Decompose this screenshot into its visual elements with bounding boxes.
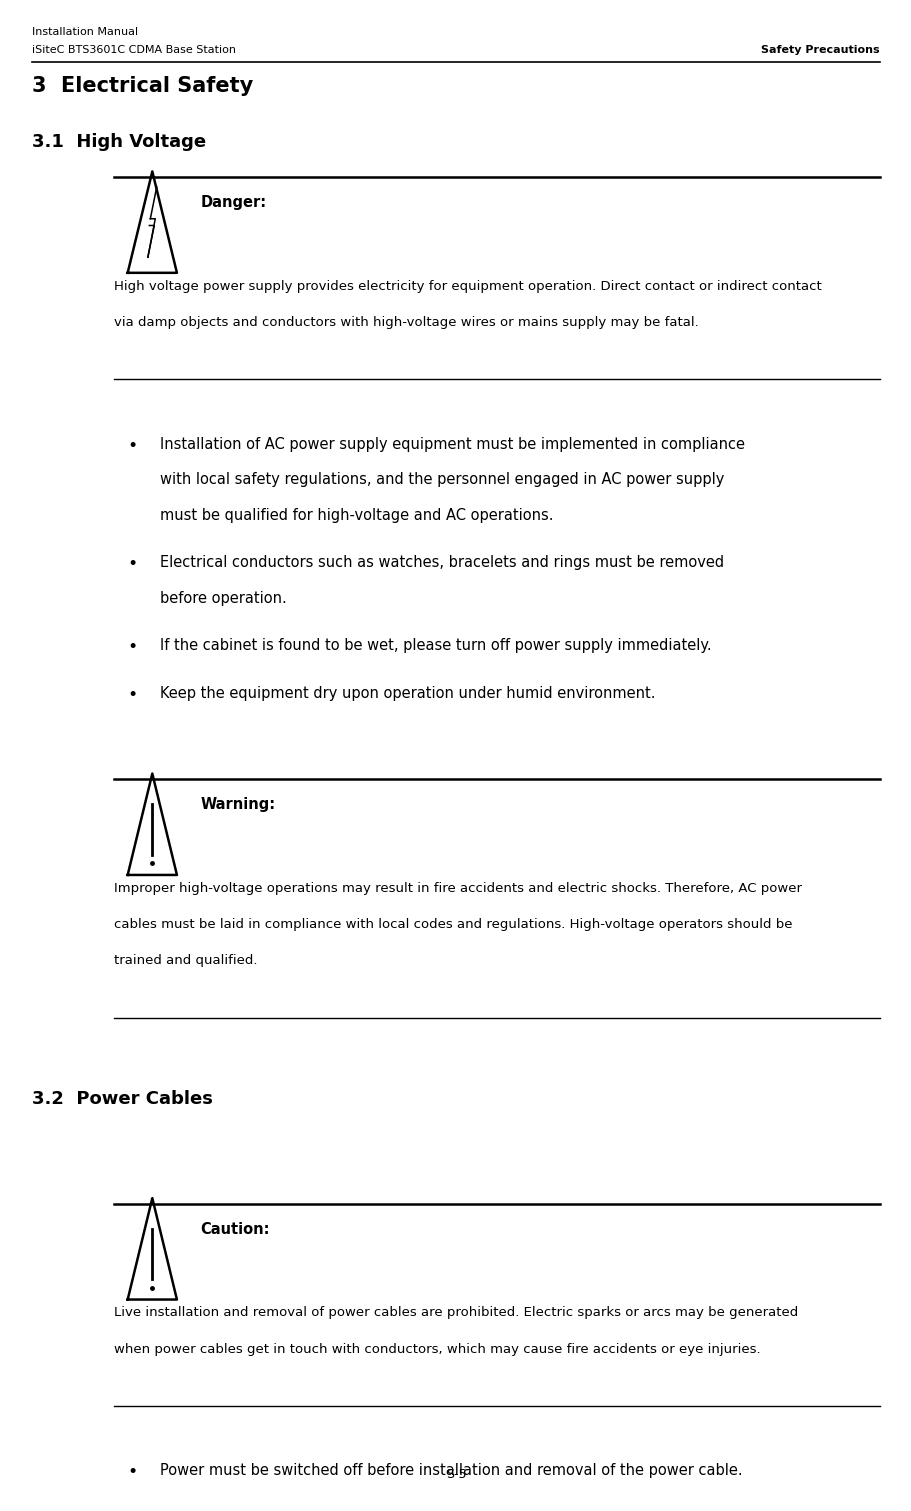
Text: Danger:: Danger:: [200, 195, 267, 210]
Text: Safety Precautions: Safety Precautions: [761, 45, 879, 56]
Text: Installation of AC power supply equipment must be implemented in compliance: Installation of AC power supply equipmen…: [159, 437, 743, 452]
Text: •: •: [127, 639, 138, 656]
Text: 3.2  Power Cables: 3.2 Power Cables: [32, 1091, 212, 1108]
Text: •: •: [127, 437, 138, 455]
Text: via damp objects and conductors with high-voltage wires or mains supply may be f: via damp objects and conductors with hig…: [114, 316, 698, 329]
Text: Installation Manual: Installation Manual: [32, 27, 138, 38]
Text: S-5: S-5: [445, 1467, 466, 1481]
Text: before operation.: before operation.: [159, 591, 286, 606]
Text: Warning:: Warning:: [200, 798, 275, 811]
Text: •: •: [127, 1464, 138, 1481]
Text: 3.1  High Voltage: 3.1 High Voltage: [32, 133, 206, 151]
Text: 3  Electrical Safety: 3 Electrical Safety: [32, 76, 253, 95]
Text: If the cabinet is found to be wet, please turn off power supply immediately.: If the cabinet is found to be wet, pleas…: [159, 639, 711, 653]
Text: Improper high-voltage operations may result in fire accidents and electric shock: Improper high-voltage operations may res…: [114, 882, 801, 895]
Text: High voltage power supply provides electricity for equipment operation. Direct c: High voltage power supply provides elect…: [114, 280, 821, 293]
Text: •: •: [127, 556, 138, 573]
Text: Live installation and removal of power cables are prohibited. Electric sparks or: Live installation and removal of power c…: [114, 1307, 797, 1319]
Text: with local safety regulations, and the personnel engaged in AC power supply: with local safety regulations, and the p…: [159, 473, 723, 487]
Text: Caution:: Caution:: [200, 1222, 270, 1236]
Text: trained and qualified.: trained and qualified.: [114, 955, 257, 967]
Text: when power cables get in touch with conductors, which may cause fire accidents o: when power cables get in touch with cond…: [114, 1343, 760, 1355]
Text: •: •: [127, 686, 138, 704]
Text: iSiteC BTS3601C CDMA Base Station: iSiteC BTS3601C CDMA Base Station: [32, 45, 236, 56]
Text: must be qualified for high-voltage and AC operations.: must be qualified for high-voltage and A…: [159, 508, 552, 523]
Text: cables must be laid in compliance with local codes and regulations. High-voltage: cables must be laid in compliance with l…: [114, 919, 792, 931]
Text: Electrical conductors such as watches, bracelets and rings must be removed: Electrical conductors such as watches, b…: [159, 556, 723, 570]
Text: Power must be switched off before installation and removal of the power cable.: Power must be switched off before instal…: [159, 1464, 742, 1478]
Text: Keep the equipment dry upon operation under humid environment.: Keep the equipment dry upon operation un…: [159, 686, 654, 701]
